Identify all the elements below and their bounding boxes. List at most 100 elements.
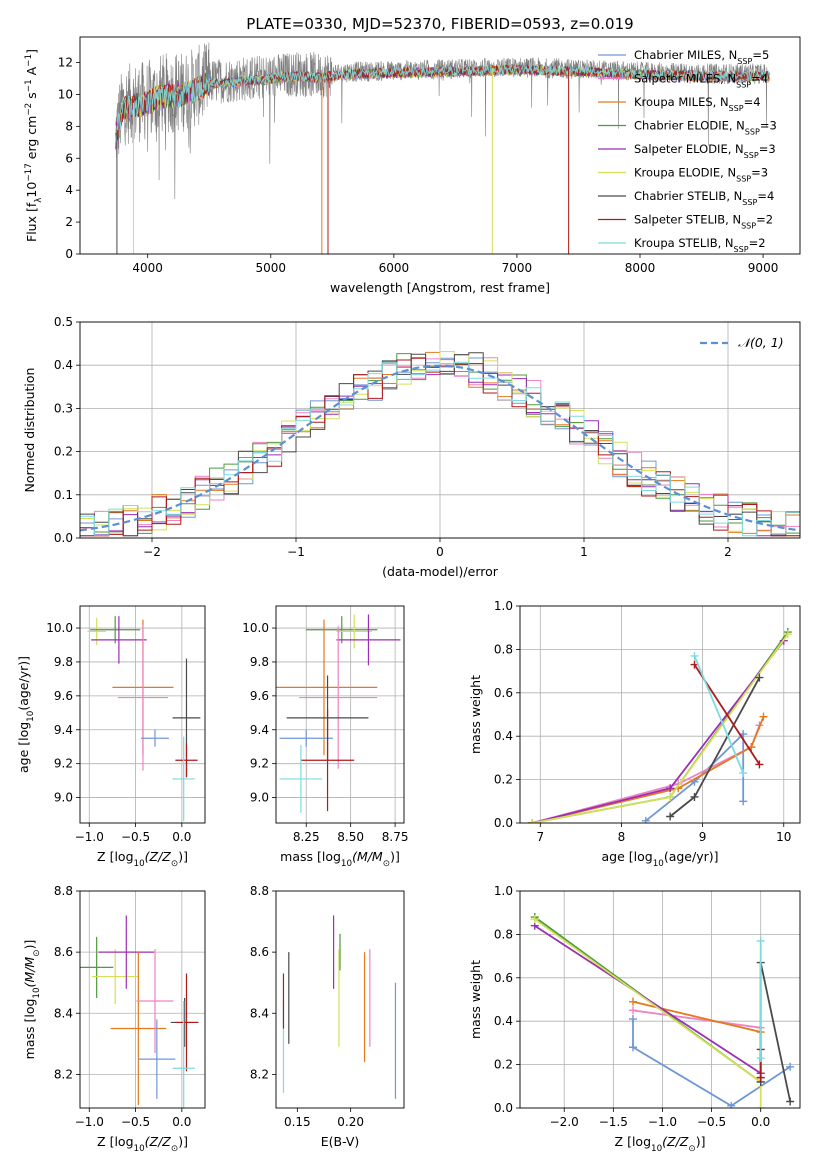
plot-area: [282, 915, 397, 1099]
weight-marker: [756, 1073, 765, 1082]
spectrum-plot: 4000 5000 6000 7000 8000 9000 0 2 4 6 8 10 12 wavelen…: [24, 36, 801, 295]
weight-line: [632, 1009, 762, 1074]
y-tick-label: 8.2: [54, 1067, 73, 1081]
y-tick-label: 0: [65, 247, 73, 261]
weight-marker: [528, 819, 537, 823]
y-tick-label: 9.4: [250, 723, 269, 737]
y-tick-label: 0.3: [54, 401, 73, 415]
x-tick-label: 0.20: [337, 1115, 364, 1129]
x-tick-label: −1: [287, 545, 305, 559]
x-tick-label: −1.5: [599, 1115, 628, 1129]
plot-area: [530, 913, 795, 1108]
weight-marker: [628, 997, 637, 1006]
y-tick-label: 8.8: [250, 884, 269, 898]
weight-line: [532, 631, 789, 823]
y-tick-label: 10: [58, 87, 73, 101]
residuals-histogram: −2 −1 0 1 2 0.0 0.1 0.2 0.3 0.4 0.5 (data-model)/er…: [22, 315, 801, 579]
age-vs-metallicity-plot: −1.0 −0.5 0.0 9.0 9.2 9.4 9.6 9.8 10.0 Z [log10(Z…: [16, 605, 206, 869]
y-tick-label: 10.0: [242, 621, 269, 635]
legend-label: Salpeter STELIB, NSSP=2: [634, 213, 773, 231]
y-tick-label: 4: [65, 183, 73, 197]
residual-histogram-step: [80, 361, 800, 537]
axes-frame: [275, 890, 405, 1109]
weight-vs-metallicity-plot: −2.0 −1.5 −1.0 −0.5 0.0 0.0 0.2 0.4 0.6 0.8 1.0 Z […: [468, 884, 801, 1154]
y-tick-label: 0.4: [54, 358, 73, 372]
y-tick-label: 1.0: [494, 884, 513, 898]
legend-label: Kroupa ELODIE, NSSP=3: [634, 166, 768, 184]
y-tick-label: 0.8: [494, 927, 513, 941]
y-tick-label: 6: [65, 151, 73, 165]
x-tick-label: 1: [580, 545, 588, 559]
weight-line: [531, 640, 785, 823]
legend-label: Chabrier ELODIE, NSSP=3: [634, 119, 777, 137]
gaussian-curve: [80, 364, 800, 532]
weight-line: [532, 633, 789, 823]
weight-marker: [756, 1104, 765, 1108]
axes-frame: [519, 890, 801, 1109]
weight-marker: [666, 784, 675, 793]
weight-marker: [530, 915, 539, 924]
weight-marker: [756, 1054, 765, 1063]
axes-frame: [519, 605, 801, 824]
x-axis-label: E(B-V): [321, 1134, 360, 1149]
x-tick-label: 0.0: [172, 830, 191, 844]
axes-frame: [79, 36, 801, 255]
legend-label: Kroupa STELIB, NSSP=2: [634, 236, 766, 254]
figure-title: PLATE=0330, MJD=52370, FIBERID=0593, z=0…: [246, 15, 633, 33]
weight-marker: [641, 816, 650, 823]
grid-lines: [520, 890, 800, 1109]
y-axis-label: Flux [fλ10−17 erg cm−2 s−1 A−1]: [24, 49, 44, 242]
y-tick-label: 0.0: [494, 816, 513, 830]
x-tick-label: 8.50: [337, 830, 364, 844]
x-tick-label: 8.75: [382, 830, 409, 844]
y-tick-label: 1.0: [494, 599, 513, 613]
x-tick-label: −1.0: [75, 830, 104, 844]
x-tick-label: −2: [143, 545, 161, 559]
x-tick-label: −2.0: [550, 1115, 579, 1129]
plot-area: [115, 42, 770, 254]
y-tick-label: 0.4: [494, 1014, 513, 1028]
x-tick-label: 7: [536, 830, 544, 844]
weight-marker: [690, 651, 699, 660]
axes-frame: [79, 605, 206, 824]
weight-marker: [628, 1043, 637, 1052]
y-tick-label: 0.5: [54, 315, 73, 329]
x-tick-label: 2: [724, 545, 732, 559]
y-tick-label: 0.2: [494, 773, 513, 787]
x-axis-label: Z [log10(Z/Z⊙)]: [615, 1134, 706, 1154]
plot-area: [80, 351, 800, 537]
x-axis-label: (data-model)/error: [382, 564, 499, 579]
y-tick-label: 9.0: [250, 791, 269, 805]
y-tick-label: 8.6: [54, 945, 73, 959]
y-tick-label: 10.0: [46, 621, 73, 635]
y-axis-label: age [log10(age/yr)]: [16, 656, 36, 773]
y-tick-label: 8.6: [250, 945, 269, 959]
y-tick-label: 9.0: [54, 791, 73, 805]
weight-line: [531, 716, 765, 823]
weight-line: [669, 677, 761, 818]
x-tick-label: −0.5: [121, 830, 150, 844]
x-tick-label: 7000: [502, 261, 533, 275]
age-vs-mass-plot: 8.25 8.50 8.75 9.0 9.2 9.4 9.6 9.8 10.0 mass [log…: [242, 605, 409, 869]
y-tick-label: 0.4: [494, 729, 513, 743]
y-axis-label: mass weight: [468, 960, 483, 1039]
weight-line: [645, 731, 745, 822]
weight-vs-age-plot: 7 8 9 10 0.0 0.2 0.4 0.6 0.8 1.0 age [log10(age/yr…: [468, 599, 801, 869]
x-tick-label: 6000: [379, 261, 410, 275]
x-axis-label: mass [log10(M/M⊙)]: [280, 849, 400, 869]
y-tick-label: 9.2: [54, 757, 73, 771]
x-tick-label: 9000: [748, 261, 779, 275]
y-tick-label: 8: [65, 119, 73, 133]
y-axis-label: mass [log10(M/M⊙)]: [22, 940, 42, 1060]
y-tick-label: 0.2: [494, 1058, 513, 1072]
legend-label: Chabrier STELIB, NSSP=4: [634, 189, 774, 207]
x-tick-label: −1.0: [648, 1115, 677, 1129]
x-tick-label: 9: [699, 830, 707, 844]
y-tick-label: 8.4: [250, 1006, 269, 1020]
x-axis-label: Z [log10(Z/Z⊙)]: [97, 1134, 188, 1154]
x-tick-label: 8000: [625, 261, 656, 275]
weight-marker: [628, 1015, 637, 1024]
y-tick-label: 2: [65, 215, 73, 229]
mass-vs-metallicity-plot: −1.0 −0.5 0.0 8.2 8.4 8.6 8.8 Z [log10(Z/Z⊙)] ma…: [22, 884, 206, 1154]
